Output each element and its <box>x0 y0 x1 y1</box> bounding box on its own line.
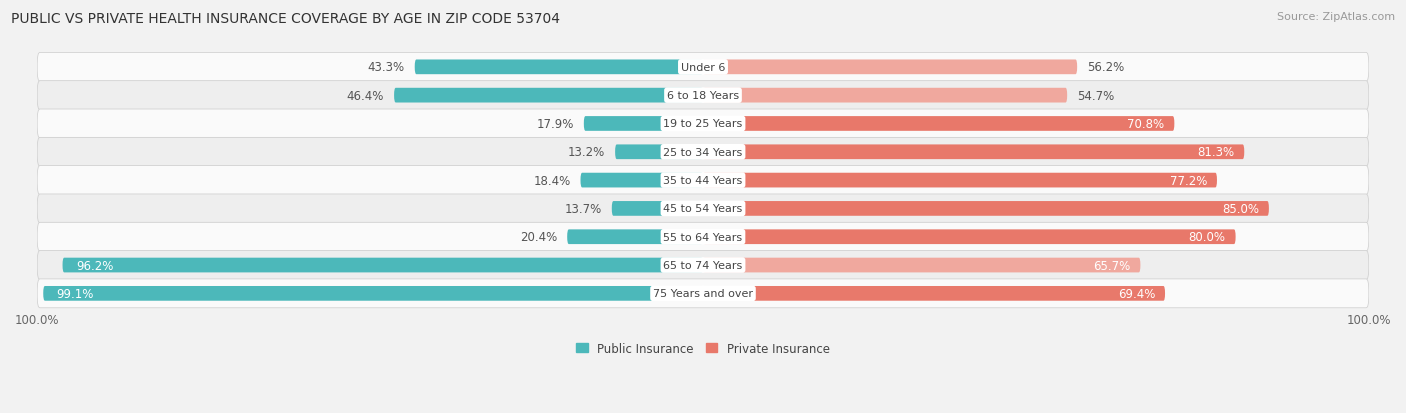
Text: 35 to 44 Years: 35 to 44 Years <box>664 176 742 186</box>
FancyBboxPatch shape <box>612 202 703 216</box>
Text: 65 to 74 Years: 65 to 74 Years <box>664 261 742 271</box>
Text: 80.0%: 80.0% <box>1188 231 1226 244</box>
Text: 13.2%: 13.2% <box>568 146 605 159</box>
FancyBboxPatch shape <box>44 286 703 301</box>
FancyBboxPatch shape <box>703 88 1067 103</box>
FancyBboxPatch shape <box>703 145 1244 160</box>
FancyBboxPatch shape <box>703 173 1218 188</box>
Text: 45 to 54 Years: 45 to 54 Years <box>664 204 742 214</box>
Text: 13.7%: 13.7% <box>565 202 602 216</box>
Text: 43.3%: 43.3% <box>367 61 405 74</box>
FancyBboxPatch shape <box>37 195 1369 223</box>
Text: 55 to 64 Years: 55 to 64 Years <box>664 232 742 242</box>
Text: 56.2%: 56.2% <box>1087 61 1125 74</box>
FancyBboxPatch shape <box>703 230 1236 244</box>
FancyBboxPatch shape <box>37 166 1369 195</box>
Text: 19 to 25 Years: 19 to 25 Years <box>664 119 742 129</box>
Text: 96.2%: 96.2% <box>76 259 114 272</box>
Legend: Public Insurance, Private Insurance: Public Insurance, Private Insurance <box>571 337 835 360</box>
FancyBboxPatch shape <box>614 145 703 160</box>
Text: PUBLIC VS PRIVATE HEALTH INSURANCE COVERAGE BY AGE IN ZIP CODE 53704: PUBLIC VS PRIVATE HEALTH INSURANCE COVER… <box>11 12 560 26</box>
FancyBboxPatch shape <box>37 53 1369 82</box>
Text: 6 to 18 Years: 6 to 18 Years <box>666 91 740 101</box>
FancyBboxPatch shape <box>37 110 1369 139</box>
FancyBboxPatch shape <box>37 223 1369 252</box>
Text: 70.8%: 70.8% <box>1128 118 1164 131</box>
FancyBboxPatch shape <box>703 60 1077 75</box>
FancyBboxPatch shape <box>394 88 703 103</box>
Text: 17.9%: 17.9% <box>537 118 574 131</box>
FancyBboxPatch shape <box>37 81 1369 110</box>
Text: 99.1%: 99.1% <box>56 287 94 300</box>
FancyBboxPatch shape <box>567 230 703 244</box>
Text: 54.7%: 54.7% <box>1077 90 1115 102</box>
FancyBboxPatch shape <box>62 258 703 273</box>
FancyBboxPatch shape <box>37 251 1369 280</box>
FancyBboxPatch shape <box>583 117 703 131</box>
FancyBboxPatch shape <box>703 258 1140 273</box>
FancyBboxPatch shape <box>37 138 1369 167</box>
FancyBboxPatch shape <box>703 286 1166 301</box>
Text: 25 to 34 Years: 25 to 34 Years <box>664 147 742 157</box>
FancyBboxPatch shape <box>703 202 1268 216</box>
Text: 18.4%: 18.4% <box>533 174 571 187</box>
Text: Source: ZipAtlas.com: Source: ZipAtlas.com <box>1277 12 1395 22</box>
Text: 46.4%: 46.4% <box>347 90 384 102</box>
Text: 81.3%: 81.3% <box>1197 146 1234 159</box>
Text: Under 6: Under 6 <box>681 63 725 73</box>
FancyBboxPatch shape <box>703 117 1174 131</box>
Text: 65.7%: 65.7% <box>1092 259 1130 272</box>
FancyBboxPatch shape <box>581 173 703 188</box>
Text: 85.0%: 85.0% <box>1222 202 1258 216</box>
Text: 20.4%: 20.4% <box>520 231 557 244</box>
FancyBboxPatch shape <box>37 279 1369 308</box>
FancyBboxPatch shape <box>415 60 703 75</box>
Text: 69.4%: 69.4% <box>1118 287 1156 300</box>
Text: 75 Years and over: 75 Years and over <box>652 289 754 299</box>
Text: 77.2%: 77.2% <box>1170 174 1206 187</box>
